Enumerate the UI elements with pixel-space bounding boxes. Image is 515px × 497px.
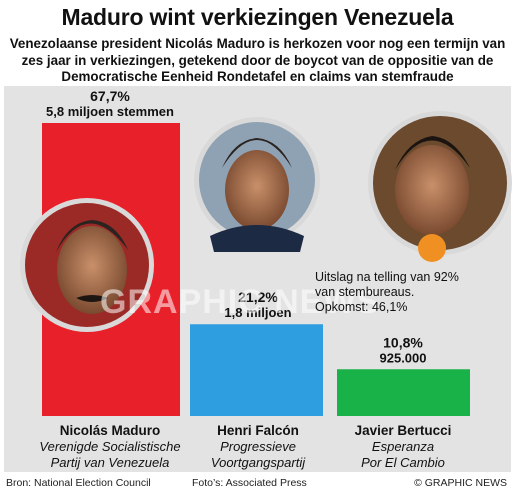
value-label-1: 67,7% [90,88,130,104]
candidate-name-1: Nicolás Maduro [60,423,161,438]
party-line-1-1: Verenigde Socialistische [39,439,180,454]
party-line-1-2: Progressieve [220,439,296,454]
subtitle: Venezolaanse president Nicolás Maduro is… [4,36,511,86]
note-line-3: Opkomst: 46,1% [315,300,408,314]
party-line-2-3: Por El Cambio [361,455,445,470]
note-line-1: Uitslag na telling van 92% [315,270,459,284]
maduro-face-icon [57,226,127,314]
page-title: Maduro wint verkiezingen Venezuela [61,4,454,30]
value-label-2: 21,2% [238,289,278,305]
votes-label-2: 1,8 miljoen [224,305,291,320]
note-line-2: van stembureaus. [315,285,415,299]
falcon-face-icon [225,150,289,230]
source-credit: Bron: National Election Council [6,477,151,489]
party-line-2-1: Partij van Venezuela [51,455,170,470]
party-line-2-2: Voortgangspartij [211,455,306,470]
candidate-name-3: Javier Bertucci [355,423,452,438]
falcon-hair-icon [222,138,292,168]
bertucci-face-icon [395,145,469,235]
maduro-moustache-icon [76,295,108,302]
bar-2 [190,324,323,416]
photo-credit: Foto’s: Associated Press [192,477,307,489]
votes-label-1: 5,8 miljoen stemmen [46,104,174,119]
microphone-icon [418,234,446,262]
party-line-1-3: Esperanza [372,439,434,454]
subtitle-line-2: zes jaar in verkiezingen, getekend door … [21,52,494,68]
maduro-hair-icon [56,220,128,252]
result-note: Uitslag na telling van 92% van stemburea… [315,270,505,315]
subtitle-line-3: Democratische Eenheid Rondetafel en clai… [61,69,454,84]
bertucci-hair-icon [395,136,470,170]
subtitle-line-1: Venezolaanse president Nicolás Maduro is… [9,36,506,51]
votes-label-3: 925.000 [380,350,427,365]
bar-chart: 67,7%5,8 miljoen stemmen Nicolás MaduroVe… [25,88,512,470]
value-label-3: 10,8% [383,334,423,350]
candidate-name-2: Henri Falcón [217,423,299,438]
falcon-jacket-icon [210,225,304,252]
bar-3 [337,369,470,416]
copyright: © GRAPHIC NEWS [414,477,507,489]
